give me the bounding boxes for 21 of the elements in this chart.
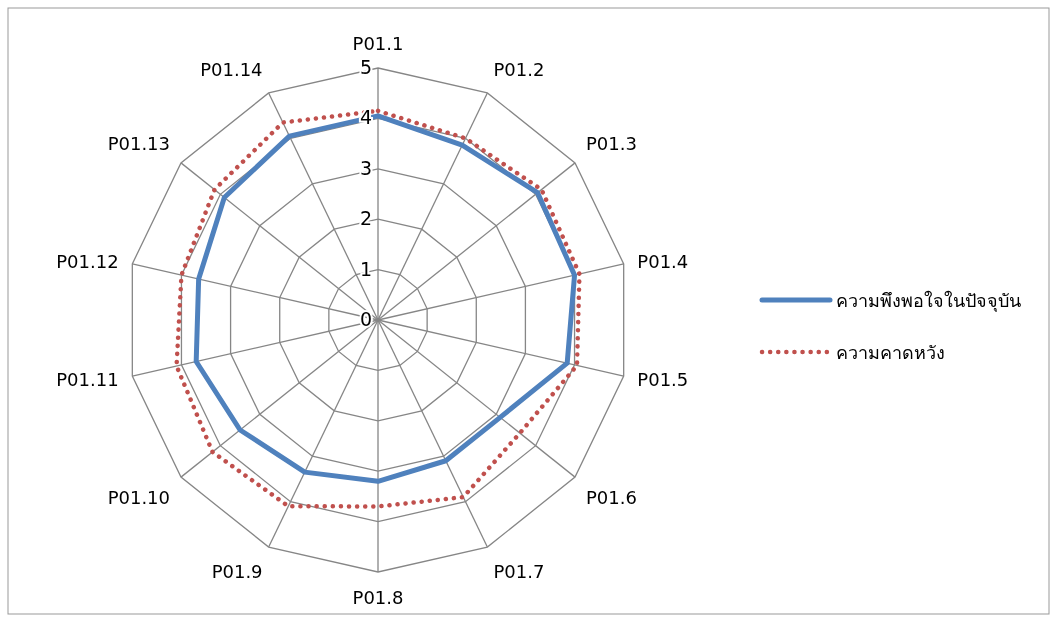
spoke-label: P01.3 [585,133,637,155]
spoke-label: P01.4 [637,250,689,272]
spoke-label: P01.11 [56,369,119,391]
spoke-label: P01.2 [493,59,545,81]
spoke-label: P01.12 [56,250,119,272]
spoke-label: P01.1 [352,33,404,54]
y-tick-label: 5 [359,56,372,78]
y-tick-label: 2 [359,207,372,230]
spoke-label: P01.8 [352,587,404,608]
spoke-label: P01.10 [107,486,171,508]
y-tick-label: 1 [359,257,372,280]
y-tick-label: 0 [359,308,372,330]
spoke-label: P01.14 [200,59,263,81]
spoke-label: P01.6 [585,486,637,508]
spoke-label: P01.9 [211,560,263,582]
spoke-label: P01.13 [107,133,171,155]
spoke-label: P01.5 [637,369,689,391]
legend-label: ความคาดหวัง [836,342,945,363]
spoke-label: P01.7 [493,560,545,582]
legend-label: ความพึงพอใจในปัจจุบัน [836,290,1021,312]
y-tick-label: 3 [359,156,372,179]
